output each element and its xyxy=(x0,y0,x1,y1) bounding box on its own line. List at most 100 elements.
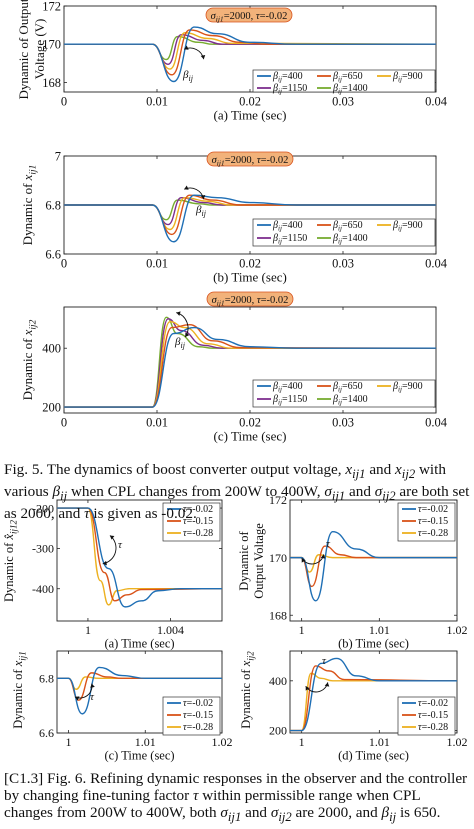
fig6a-ylabel: Dynamic of x̂ij12 xyxy=(2,519,19,602)
fig6d-xtick-label: 1.02 xyxy=(447,735,468,749)
fig5c-xtick-label: 0 xyxy=(61,416,67,430)
fig5c-legend-label: βij=1150 xyxy=(272,394,307,407)
fig5a-legend-label: βij=650 xyxy=(332,71,363,84)
fig6c-legend-label: τ=-0.15 xyxy=(183,710,213,721)
fig6b-ytick-label: 170 xyxy=(269,551,287,565)
fig6b-xtick-label: 1 xyxy=(299,623,305,637)
fig5c-series-line-1 xyxy=(64,326,436,408)
fig5a-xtick-label: 0.02 xyxy=(239,95,261,109)
fig5c-legend-label: βij=650 xyxy=(332,381,363,394)
fig6a-ytick-label: -400 xyxy=(32,582,54,596)
fig5b-xlabel: (b) Time (sec) xyxy=(213,270,287,285)
fig5a-legend-label: βij=1400 xyxy=(332,83,368,96)
fig5b-beta-arrow-head xyxy=(200,194,206,200)
fig6a-plot: 1 1.004-200-300-400(a) Time (sec)τ=-0.02τ… xyxy=(32,499,223,651)
fig5b-ytick-label: 7 xyxy=(55,149,61,163)
fig5b-ytick-label: 6.6 xyxy=(45,247,61,261)
fig5c-beta-arrow-head xyxy=(176,311,181,316)
fig5b-xtick-label: 0.01 xyxy=(146,257,168,271)
fig6a-xtick-label: 1.004 xyxy=(157,623,184,637)
fig6b-tau-arrow-head xyxy=(320,554,326,559)
fig6d-tau-arrow-head xyxy=(305,686,310,691)
fig6a-tau-arrow-head xyxy=(109,535,115,540)
fig5b-beta-arrow-head xyxy=(184,185,189,190)
fig6a-series-line-1 xyxy=(57,507,222,608)
fig6a-legend-label: τ=-0.15 xyxy=(183,516,213,527)
fig5b-ylabel: Dynamic of xij1 xyxy=(20,165,39,246)
fig5a-xlabel: (a) Time (sec) xyxy=(214,108,287,123)
fig6d-xlabel: (d) Time (sec) xyxy=(338,749,409,763)
fig5c-legend-label: βij=400 xyxy=(272,381,303,394)
fig6b-xtick-label: 1.02 xyxy=(447,623,468,637)
fig5c-xlabel: (c) Time (sec) xyxy=(214,429,287,444)
fig6d-ytick-label: 400 xyxy=(269,674,287,688)
fig5a-ylabel-line2: Voltage (V) xyxy=(32,19,47,80)
fig6a-legend-label: τ=-0.28 xyxy=(183,528,213,539)
fig5c-legend xyxy=(252,379,436,408)
fig5c-legend-label: βij=1400 xyxy=(332,394,368,407)
fig6c-xtick-label: 1.01 xyxy=(135,735,156,749)
fig5b-beta-arrow-label: βij xyxy=(195,204,207,218)
fig6c-legend-label: τ=-0.02 xyxy=(183,698,213,709)
fig5a-badge-text: σij1=2000, τ=-0.02 xyxy=(211,11,288,24)
fig5a-xtick-label: 0 xyxy=(61,95,67,109)
fig5b-xtick-label: 0.02 xyxy=(239,257,261,271)
fig6c-xtick-label: 1 xyxy=(66,735,72,749)
fig5c-xtick-label: 0.01 xyxy=(146,416,168,430)
fig6d-legend-label: τ=-0.28 xyxy=(418,722,448,733)
fig5c-ylabel: Dynamic of xij2 xyxy=(20,319,39,400)
fig5b-plot: 0 0.01 0.02 0.03 0.04 6.6 6.8 7 (b) Time (sec) βi… xyxy=(45,149,447,284)
fig5a-ylabel-line1: Dynamic of Output xyxy=(16,0,31,100)
fig5a-beta-arrow-head xyxy=(184,45,189,50)
fig5a-badge xyxy=(205,7,293,23)
fig6a-legend-label: τ=-0.02 xyxy=(183,504,213,515)
fig5c-ytick-label: 200 xyxy=(42,400,61,414)
fig6b-xtick-label: 1.01 xyxy=(369,623,390,637)
fig5c-ytick-label: 400 xyxy=(42,342,61,356)
fig5b-xtick-label: 0 xyxy=(61,257,67,271)
fig5c-xtick-label: 0.02 xyxy=(239,416,261,430)
fig6d-xtick-label: 1.01 xyxy=(369,735,390,749)
fig5b-legend-label: βij=400 xyxy=(272,220,303,233)
fig6a-tau-arrow-label: τ xyxy=(118,539,123,551)
fig5a-xtick-label: 0.03 xyxy=(332,95,354,109)
fig6c-ytick-label: 6.8 xyxy=(39,672,54,686)
fig6a-ytick-label: -200 xyxy=(32,501,54,515)
fig6c-tau-arrow-head xyxy=(90,683,95,688)
fig6c-tau-arrow-head xyxy=(75,696,80,701)
fig6a-ytick-label: -300 xyxy=(32,542,54,556)
fig5a-series-line-1 xyxy=(64,26,436,83)
fig6d-ytick-label: 200 xyxy=(269,724,287,738)
fig6b-legend-label: τ=-0.15 xyxy=(418,516,448,527)
fig6c-plot: 1 1.01 1.026.66.8(c) Time (sec)τ=-0.02τ=-0… xyxy=(39,650,233,763)
fig6d-xtick-label: 1 xyxy=(299,735,305,749)
fig6d-tau-arrow-head xyxy=(324,682,330,687)
fig6c-ytick-label: 6.6 xyxy=(39,726,54,740)
fig5a-legend-label: βij=900 xyxy=(392,71,423,84)
fig6c-series-line-1 xyxy=(56,666,222,715)
fig6b-series-line-1 xyxy=(290,530,457,602)
fig6d-ylabel: Dynamic of xij2 xyxy=(239,651,256,729)
fig6b-legend-label: τ=-0.02 xyxy=(418,504,448,515)
fig6b-xlabel: (b) Time (sec) xyxy=(338,637,409,651)
fig6b-tau-arrow-head xyxy=(301,558,306,563)
fig6b-ytick-label: 168 xyxy=(269,608,287,622)
fig6d-tau-arrow-label: τ xyxy=(322,655,327,667)
fig5c-legend-label: βij=900 xyxy=(392,381,423,394)
fig6d-legend-label: τ=-0.15 xyxy=(418,710,448,721)
fig5c-plot: 0 0.01 0.02 0.03 0.04 200 400 (c) Time (sec) βij… xyxy=(42,306,448,444)
fig5b-series-line-1 xyxy=(64,194,436,243)
fig6b-tau-arrow-label: τ xyxy=(326,538,331,550)
fig5c-badge xyxy=(206,291,294,307)
fig5b-legend-label: βij=1400 xyxy=(332,233,368,246)
fig5a-xtick-label: 0.04 xyxy=(425,95,448,109)
fig5a-beta-arrow-label: βij xyxy=(182,69,194,83)
fig5b-xtick-label: 0.03 xyxy=(332,257,354,271)
fig5a-ytick-label: 168 xyxy=(42,76,61,90)
fig6-caption: [C1.3] Fig. 6. Refining dynamic response… xyxy=(4,770,468,825)
fig5a-legend-label: βij=400 xyxy=(272,71,303,84)
fig5a-ytick-label: 170 xyxy=(42,38,61,52)
